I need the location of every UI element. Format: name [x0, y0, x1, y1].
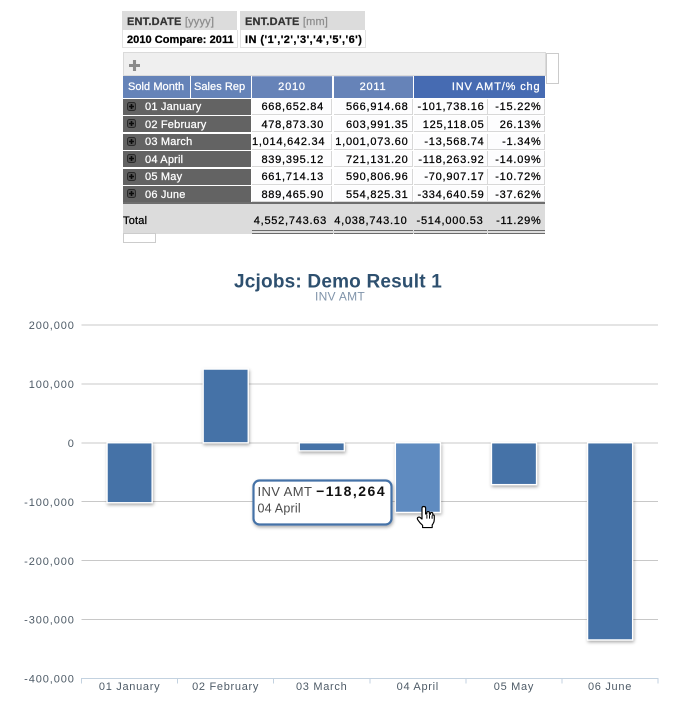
svg-text:03 March: 03 March [296, 681, 347, 693]
svg-text:01 January: 01 January [99, 681, 160, 693]
svg-text:-400,000: -400,000 [24, 674, 75, 686]
svg-text:04 April: 04 April [397, 681, 439, 693]
svg-text:06 June: 06 June [588, 681, 632, 693]
svg-text:INV AMT: INV AMT [315, 290, 365, 304]
svg-text:INV AMT −118,264: INV AMT −118,264 [258, 483, 387, 499]
svg-text:-300,000: -300,000 [24, 615, 75, 627]
svg-text:05 May: 05 May [494, 681, 534, 693]
svg-text:200,000: 200,000 [29, 320, 75, 332]
svg-text:-200,000: -200,000 [24, 556, 75, 568]
svg-text:0: 0 [68, 438, 75, 450]
svg-text:Jcjobs: Demo Result 1: Jcjobs: Demo Result 1 [234, 272, 442, 293]
svg-text:02 February: 02 February [192, 681, 259, 693]
svg-text:04 April: 04 April [258, 502, 301, 516]
svg-text:100,000: 100,000 [29, 379, 75, 391]
svg-text:-100,000: -100,000 [24, 497, 75, 509]
